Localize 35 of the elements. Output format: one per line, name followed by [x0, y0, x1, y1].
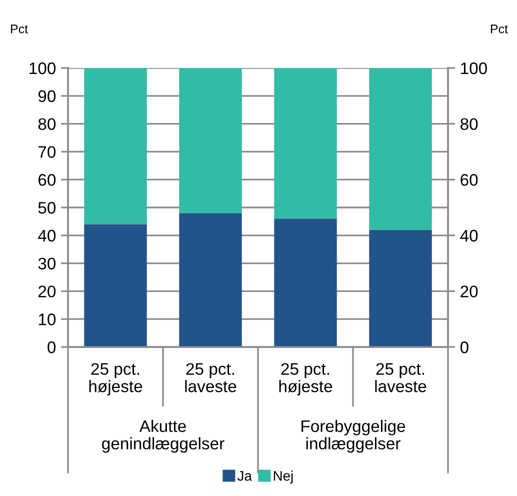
- bar: [274, 218, 337, 347]
- y-tick-label: 70: [38, 146, 56, 158]
- x-tick-label: 25 pct. højeste: [279, 363, 332, 396]
- y2-tick-label: 0: [460, 341, 468, 354]
- y-tick-label: 80: [38, 118, 56, 130]
- y-tick-label: 0: [48, 341, 56, 354]
- y2-tick-label: 20: [460, 286, 478, 298]
- y-tick-label: 90: [38, 90, 56, 102]
- y-tick-label: 100: [30, 62, 56, 74]
- y2-tick-label: 100: [461, 62, 487, 74]
- y2-axis-title: Pct: [490, 24, 508, 34]
- y-tick-label: 40: [38, 230, 56, 242]
- y-axis-title: Pct: [11, 24, 28, 34]
- legend-label: Ja: [237, 471, 252, 481]
- x-tick-label: 25 pct. laveste: [185, 363, 236, 392]
- bar: [274, 68, 337, 219]
- y-tick-label: 60: [38, 174, 56, 186]
- bar: [179, 68, 242, 214]
- bar: [84, 224, 147, 347]
- y2-tick-label: 40: [460, 230, 478, 242]
- bar: [369, 230, 432, 347]
- y2-tick-label: 80: [460, 118, 478, 130]
- bar: [84, 68, 147, 224]
- x-tick-label: 25 pct. laveste: [375, 363, 426, 392]
- legend-label: Nej: [274, 470, 293, 484]
- bar: [179, 213, 242, 347]
- text: Forebyggelige indlæggelser: [302, 420, 406, 453]
- text: Akutte genindlæggelser: [102, 420, 224, 453]
- x-tick-label: 25 pct. højeste: [89, 363, 142, 396]
- y-tick-label: 50: [38, 202, 56, 214]
- y-tick-label: 30: [38, 258, 56, 270]
- bar: [369, 68, 432, 230]
- y-tick-label: 10: [38, 314, 56, 326]
- y2-tick-label: 60: [460, 174, 478, 186]
- y-tick-label: 20: [38, 286, 56, 298]
